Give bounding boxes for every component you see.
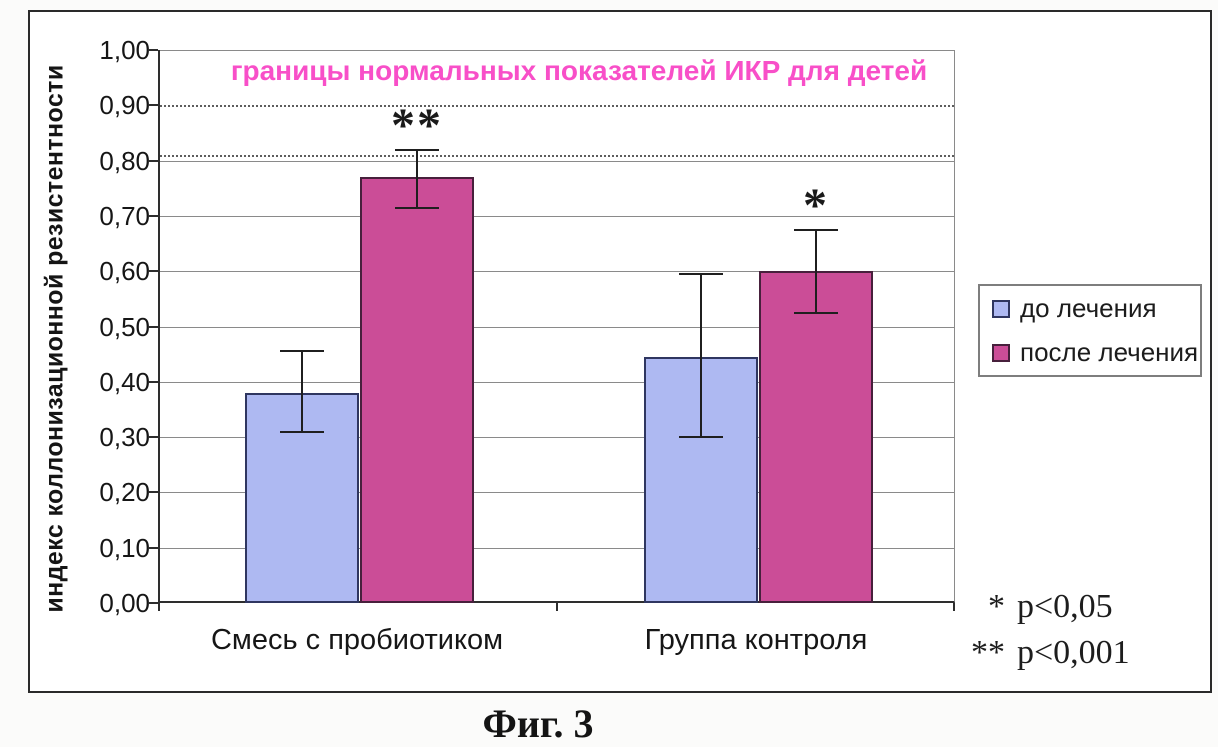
legend: до лечения после лечения	[978, 284, 1202, 377]
legend-item: после лечения	[992, 337, 1200, 368]
y-axis-tick-label: 0,70	[99, 201, 150, 231]
y-axis-tick	[149, 602, 158, 604]
x-axis-category-label: Группа контроля	[644, 624, 868, 656]
legend-item: до лечения	[992, 293, 1200, 324]
error-bar-cap-top	[280, 350, 324, 352]
y-axis-tick	[149, 160, 158, 162]
y-axis-tick-label: 0,20	[99, 477, 150, 507]
gridline	[160, 161, 954, 162]
normal-range-annotation: границы нормальных показателей ИКР для д…	[230, 55, 928, 86]
error-bar-cap-top	[794, 229, 838, 231]
y-axis-tick-label: 0,30	[99, 422, 150, 452]
error-bar-stem	[815, 230, 817, 313]
error-bar-stem	[700, 274, 702, 437]
y-axis-tick-label: 1,00	[99, 35, 150, 65]
y-axis-tick	[149, 49, 158, 51]
y-axis-tick-label: 0,40	[99, 367, 150, 397]
note-text-p005: p<0,05	[1017, 588, 1113, 625]
x-axis-tick	[953, 603, 955, 611]
gridline	[160, 548, 954, 549]
gridline	[160, 50, 954, 51]
significance-marker: *	[803, 179, 829, 232]
note-star-double: **	[971, 634, 1005, 671]
y-axis-tick	[149, 326, 158, 328]
gridline	[160, 492, 954, 493]
gridline	[160, 327, 954, 328]
y-axis-tick	[149, 547, 158, 549]
note-star-single: *	[988, 588, 1005, 625]
y-axis-tick-label: 0,00	[99, 588, 150, 618]
x-axis-tick	[158, 603, 160, 611]
error-bar-cap-top	[679, 273, 723, 275]
error-bar-cap-bottom	[280, 431, 324, 433]
significance-marker: **	[391, 99, 443, 152]
y-axis-tick	[149, 436, 158, 438]
error-bar-cap-bottom	[794, 312, 838, 314]
legend-swatch	[992, 299, 1010, 318]
plot-area: границы нормальных показателей ИКР для д…	[158, 50, 955, 603]
bar-after-treatment-group1	[360, 177, 474, 603]
note-p005: * p<0,05	[965, 584, 1215, 630]
y-axis-tick	[149, 104, 158, 106]
y-axis-tick	[149, 215, 158, 217]
x-axis-category-label: Смесь с пробиотиком	[210, 624, 504, 656]
y-axis-tick-label: 0,60	[99, 256, 150, 286]
error-bar-cap-bottom	[679, 436, 723, 438]
y-axis-tick-label: 0,80	[99, 146, 150, 176]
error-bar-stem	[301, 351, 303, 432]
note-p0001: ** p<0,001	[965, 630, 1215, 676]
y-axis-tick-label: 0,90	[99, 90, 150, 120]
error-bar-cap-top	[395, 149, 439, 151]
gridline	[160, 271, 954, 272]
y-axis-tick-label: 0,10	[99, 533, 150, 563]
gridline	[160, 382, 954, 383]
y-axis-tick	[149, 381, 158, 383]
normal-range-boundary-line	[160, 155, 954, 157]
legend-items: до лечения после лечения	[992, 293, 1200, 368]
normal-range-boundary-line	[160, 105, 954, 107]
gridline	[160, 216, 954, 217]
note-text-p0001: p<0,001	[1017, 634, 1130, 671]
y-axis-tick	[149, 270, 158, 272]
significance-notes: * p<0,05 ** p<0,001	[965, 584, 1215, 676]
x-axis-tick	[556, 603, 558, 611]
figure-caption: Фиг. 3	[482, 701, 594, 746]
figure-frame: индекс коллонизационной резистентности 0…	[28, 10, 1212, 693]
legend-swatch	[992, 343, 1010, 362]
legend-label: до лечения	[1020, 293, 1157, 323]
y-axis-tick	[149, 491, 158, 493]
error-bar-stem	[416, 150, 418, 208]
bar-after-treatment-group2	[759, 271, 873, 603]
legend-label: после лечения	[1020, 337, 1199, 367]
gridline	[160, 437, 954, 438]
error-bar-cap-bottom	[395, 207, 439, 209]
y-axis-tick-label: 0,50	[99, 312, 150, 342]
